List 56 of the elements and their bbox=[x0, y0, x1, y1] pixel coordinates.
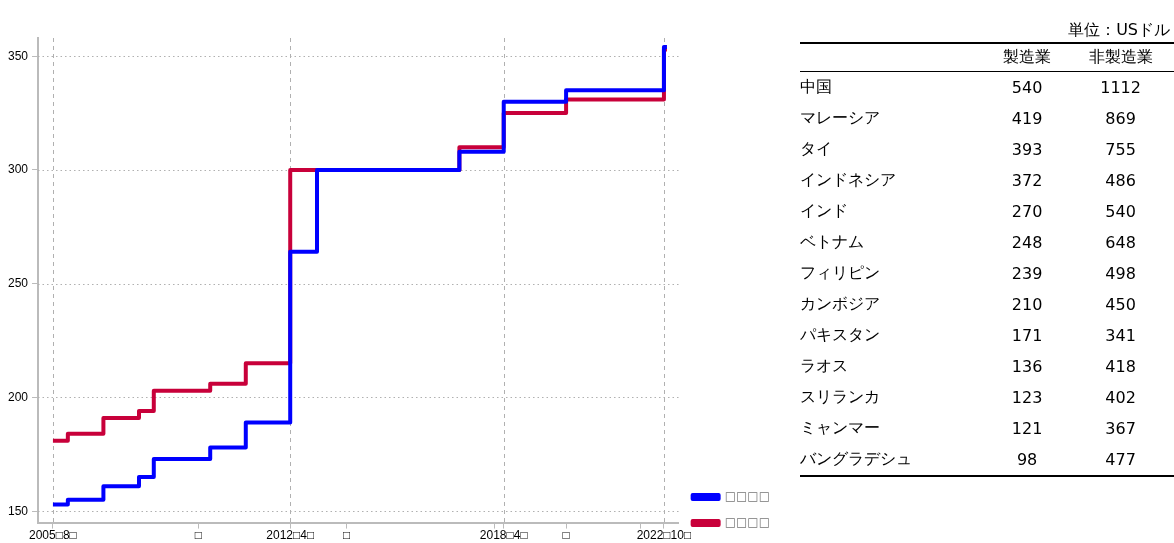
legend-label: □□□□ bbox=[724, 515, 771, 530]
y-tick-label: 350 bbox=[7, 48, 29, 63]
y-tick-label: 150 bbox=[7, 503, 29, 518]
data-label: 136 bbox=[1010, 356, 1044, 378]
data-label: 171 bbox=[1010, 325, 1044, 347]
category-label: ミャンマー bbox=[800, 417, 881, 439]
data-label: 1112 bbox=[1099, 77, 1142, 99]
x-tick-label: 2012□4□ bbox=[266, 528, 315, 543]
y-tick-label: 250 bbox=[7, 276, 29, 291]
text: 製造業 bbox=[987, 43, 1068, 72]
data-label: 498 bbox=[1104, 263, 1137, 285]
text: 非製造業 bbox=[1067, 43, 1174, 72]
x-tick-label: □ bbox=[343, 528, 351, 543]
data-label: 450 bbox=[1104, 294, 1137, 316]
data-label: 869 bbox=[1104, 108, 1137, 130]
data-label: 270 bbox=[1010, 201, 1044, 223]
data-label: 98 bbox=[987, 444, 1068, 476]
category-label: マレーシア bbox=[800, 107, 881, 129]
data-label: 419 bbox=[1010, 108, 1044, 130]
category-label: ベトナム bbox=[800, 231, 865, 253]
category-label: フィリピン bbox=[800, 262, 881, 284]
x-tick-label: □ bbox=[194, 528, 202, 543]
legend-label: □□□□ bbox=[724, 489, 771, 504]
data-label: 210 bbox=[1010, 294, 1044, 316]
data-label: 648 bbox=[1104, 232, 1137, 254]
text: 単位：USドル bbox=[1067, 20, 1171, 41]
data-label: 123 bbox=[1010, 387, 1044, 409]
category-label: タイ bbox=[800, 138, 833, 160]
category-label: インド bbox=[800, 200, 849, 222]
category-label: カンボジア bbox=[800, 293, 881, 315]
data-label: 121 bbox=[1010, 418, 1044, 440]
data-label: 540 bbox=[1010, 77, 1044, 99]
y-tick-label: 200 bbox=[7, 389, 29, 404]
data-label: 477 bbox=[1067, 444, 1174, 476]
y-tick-label: 300 bbox=[7, 162, 29, 177]
x-tick-label: 2005□8□ bbox=[28, 528, 77, 543]
x-tick-label: □ bbox=[562, 528, 570, 543]
data-label: 402 bbox=[1104, 387, 1137, 409]
x-tick-label: 2022□10□ bbox=[636, 528, 692, 543]
data-label: 341 bbox=[1104, 325, 1137, 347]
data-label: 486 bbox=[1104, 170, 1137, 192]
data-label: 367 bbox=[1104, 418, 1137, 440]
data-label: 540 bbox=[1104, 201, 1137, 223]
category-label: スリランカ bbox=[800, 386, 881, 408]
data-label: 248 bbox=[1010, 232, 1044, 254]
data-label: 239 bbox=[1010, 263, 1044, 285]
x-tick-label: 2018□4□ bbox=[479, 528, 528, 543]
category-label: 中国 bbox=[800, 76, 833, 98]
data-label: 755 bbox=[1104, 139, 1137, 161]
data-label: 393 bbox=[1010, 139, 1044, 161]
category-label: バングラデシュ bbox=[800, 444, 987, 476]
data-label: 418 bbox=[1104, 356, 1137, 378]
category-label: パキスタン bbox=[800, 324, 881, 346]
data-label: 372 bbox=[1010, 170, 1044, 192]
category-label: インドネシア bbox=[800, 169, 897, 191]
category-label: ラオス bbox=[800, 355, 849, 377]
